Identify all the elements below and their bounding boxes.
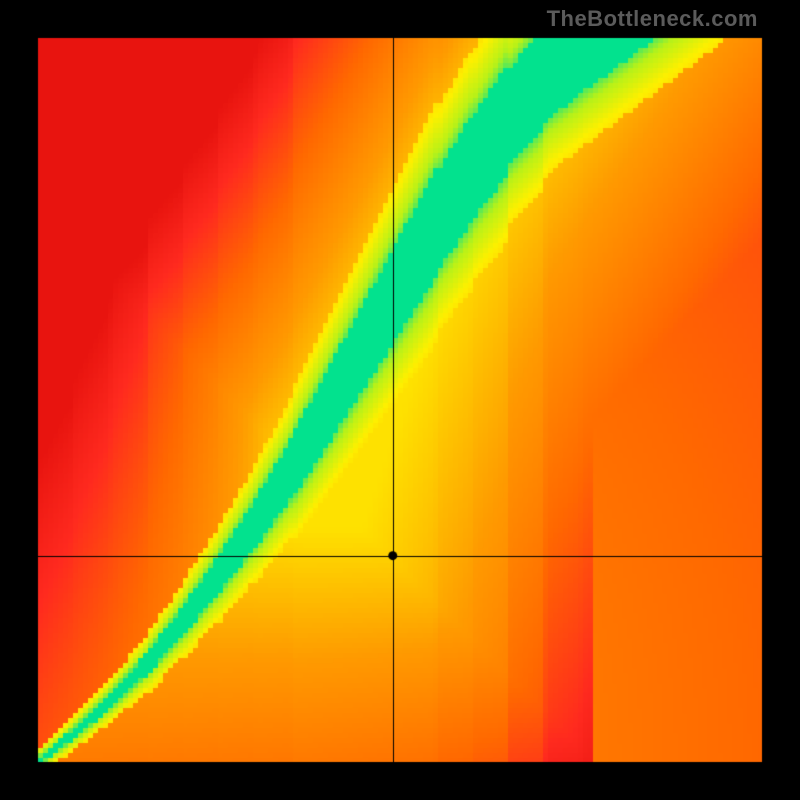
bottleneck-heatmap bbox=[0, 0, 800, 800]
watermark-label: TheBottleneck.com bbox=[547, 6, 758, 32]
